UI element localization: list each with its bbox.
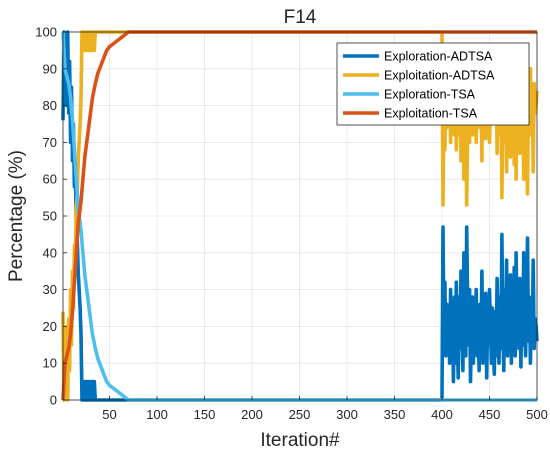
x-tick-label: 450 <box>479 407 501 422</box>
y-tick-label: 0 <box>50 393 57 408</box>
legend-label: Exploration-TSA <box>384 88 476 102</box>
tick-layer: 50 100 150 200 250 300 350 400 450 500 0 10 20 30 40 50… <box>35 25 548 423</box>
y-tick-label: 70 <box>43 135 57 150</box>
chart-title: F14 <box>284 7 317 28</box>
series-line-1 <box>61 30 539 402</box>
y-tick-label: 20 <box>43 319 57 334</box>
x-tick-label: 350 <box>384 407 406 422</box>
x-tick-label: 200 <box>241 407 263 422</box>
y-axis-title: Percentage (%) <box>6 150 27 282</box>
y-tick-label: 90 <box>43 61 57 76</box>
x-axis-title: Iteration# <box>260 430 340 451</box>
y-tick-label: 50 <box>43 209 57 224</box>
y-tick-label: 10 <box>43 356 57 371</box>
legend-label: Exploration-ADTSA <box>384 50 493 64</box>
x-tick-label: 50 <box>102 407 116 422</box>
x-tick-label: 250 <box>289 407 311 422</box>
x-tick-label: 100 <box>146 407 168 422</box>
y-tick-label: 60 <box>43 172 57 187</box>
x-tick-label: 500 <box>526 407 548 422</box>
y-tick-label: 80 <box>43 98 57 113</box>
legend-label: Exploitation-ADTSA <box>384 69 495 83</box>
x-tick-label: 150 <box>194 407 216 422</box>
series-line-3 <box>61 31 537 402</box>
y-tick-label: 30 <box>43 282 57 297</box>
y-tick-label: 100 <box>35 25 57 40</box>
series-line-4 <box>61 30 537 401</box>
x-tick-label: 300 <box>336 407 358 422</box>
legend-label: Exploitation-TSA <box>384 107 478 121</box>
y-tick-label: 40 <box>43 245 57 260</box>
x-tick-label: 400 <box>431 407 453 422</box>
legend: Exploration-ADTSA Exploitation-ADTSA Explo… <box>336 42 530 126</box>
